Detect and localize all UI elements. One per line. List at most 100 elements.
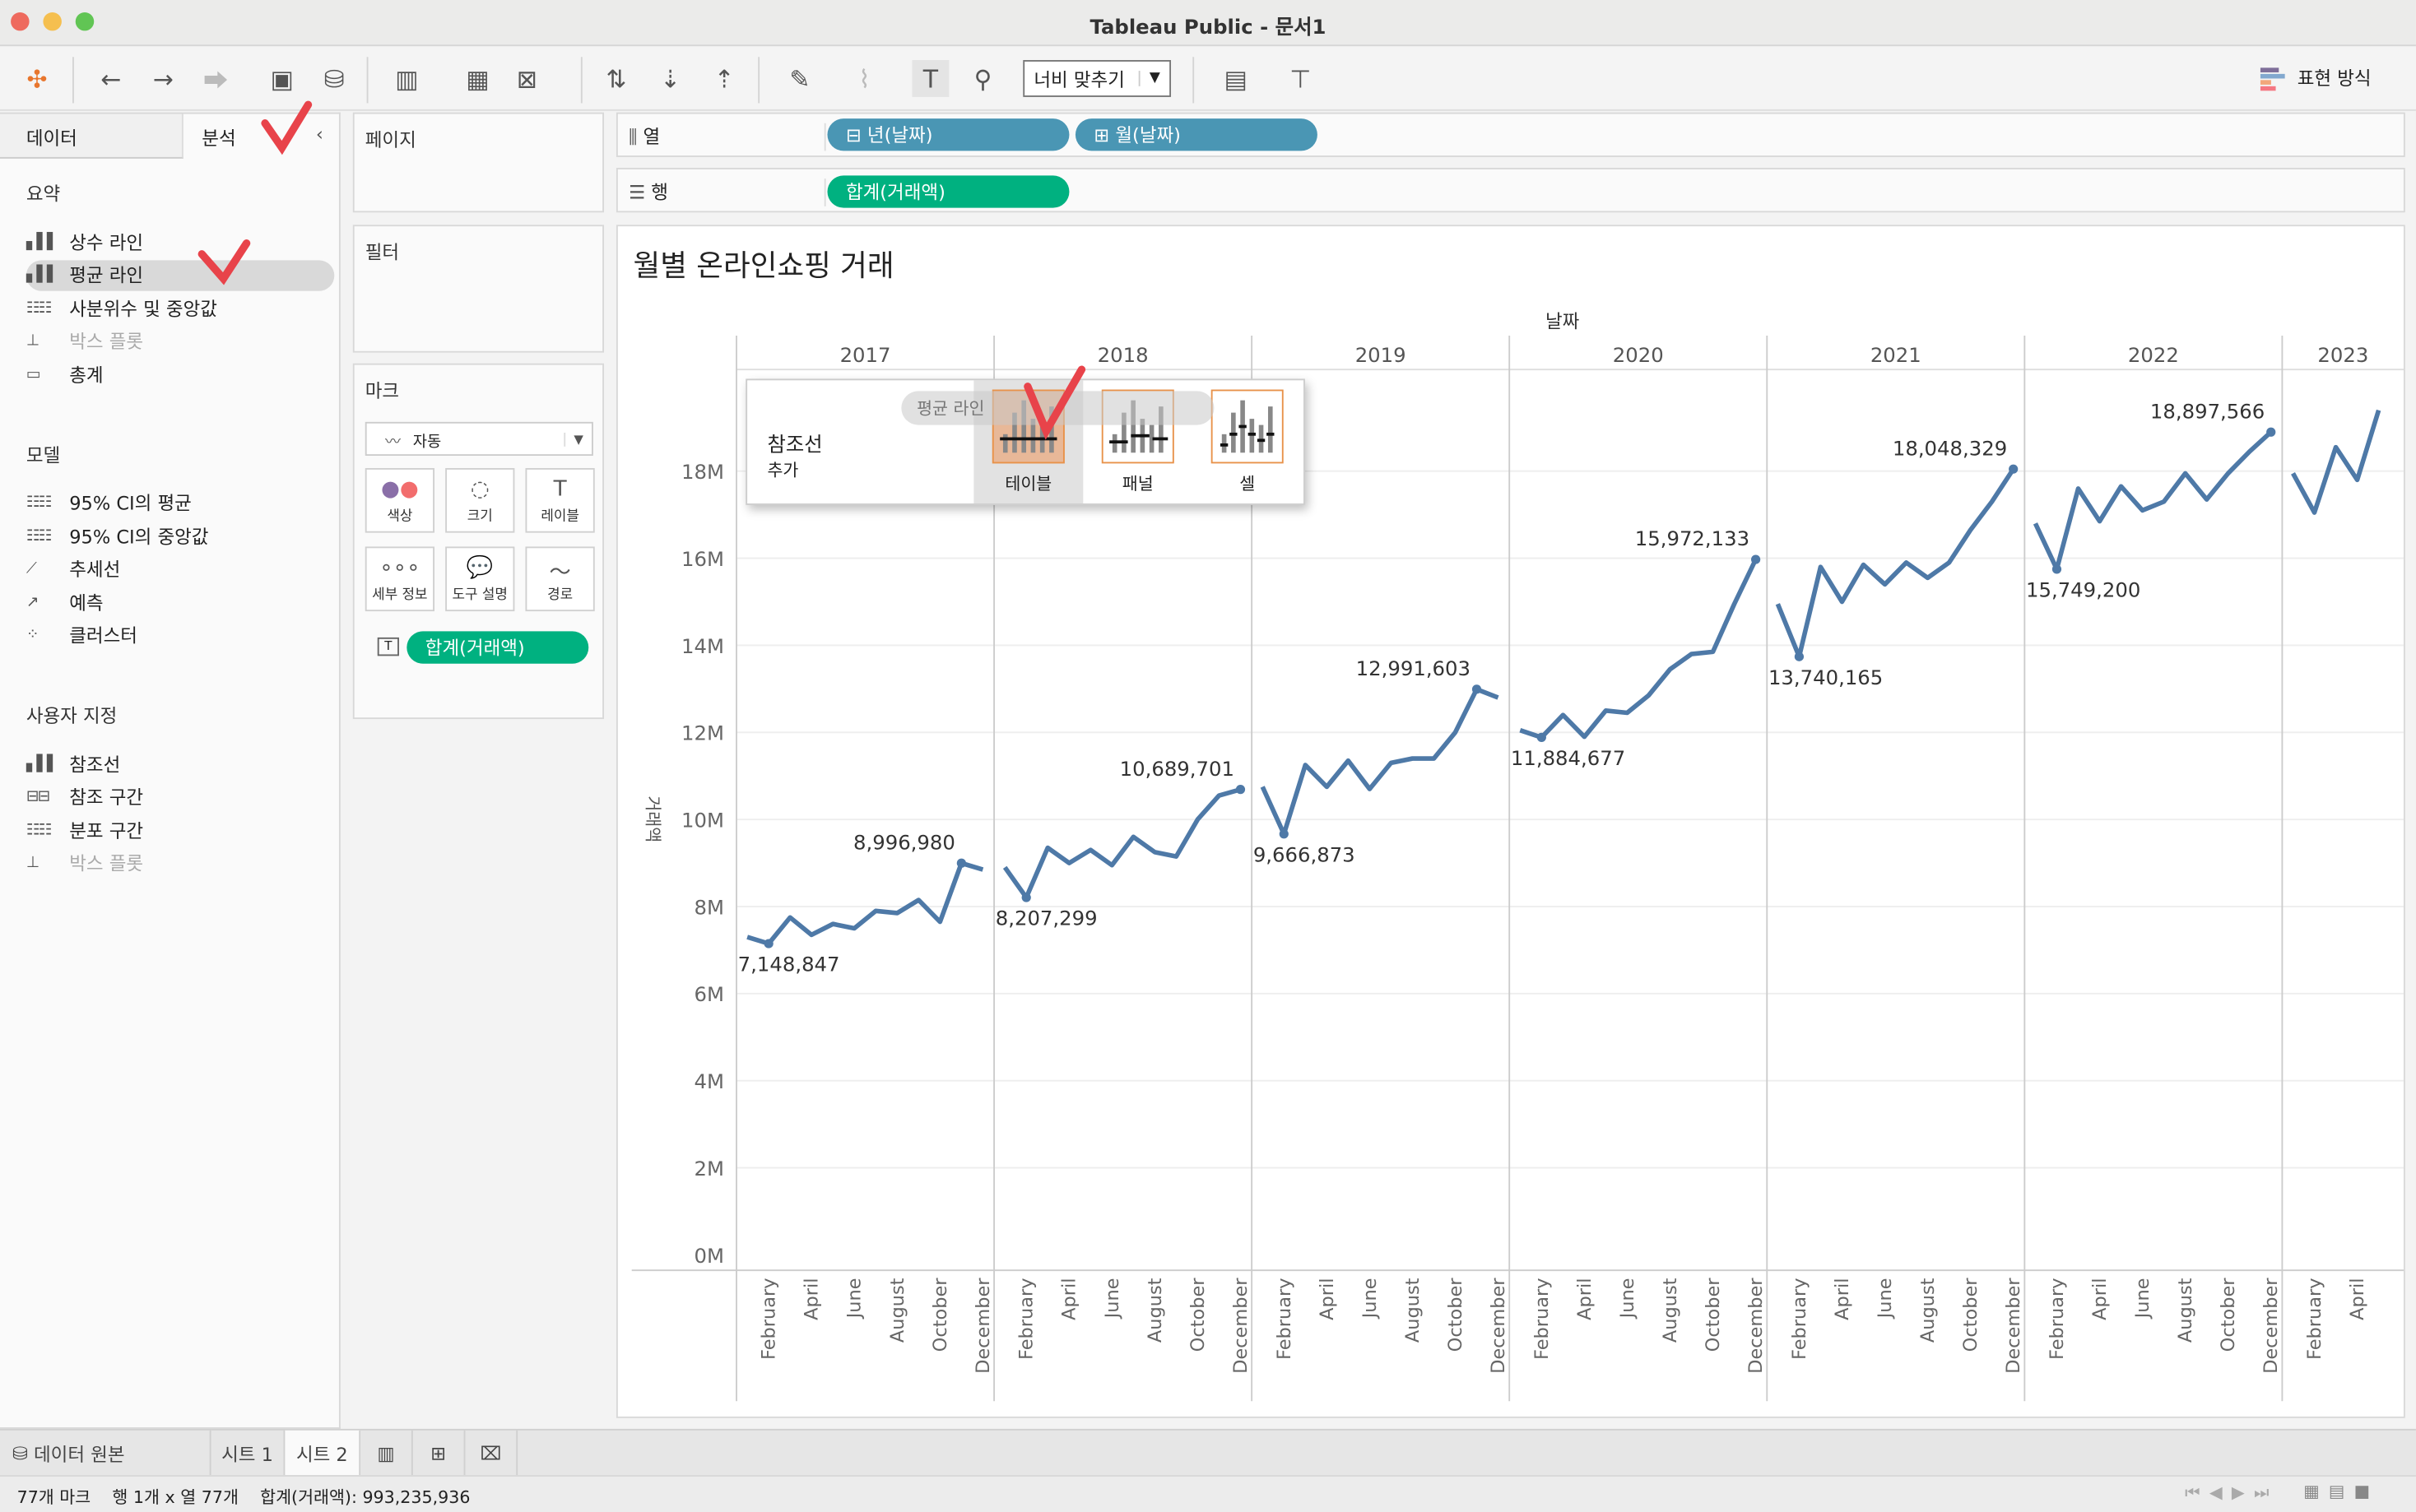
analytics-item[interactable]: ▖▌▌ 상수 라인 <box>26 226 319 257</box>
presentation-mode-icon[interactable]: ⊤ <box>1289 63 1312 94</box>
filters-card[interactable]: 필터 <box>352 225 604 353</box>
close-window-button[interactable] <box>11 12 30 31</box>
pages-card[interactable]: 페이지 <box>352 112 604 213</box>
analytics-item[interactable]: ☷☷ 사분위수 및 중앙값 <box>26 293 319 323</box>
tab-analytics[interactable]: 분석 <box>184 114 339 159</box>
labeled-point[interactable] <box>1235 785 1246 795</box>
mark-tooltip-button[interactable]: 💬 도구 설명 <box>445 546 515 612</box>
reference-band-icon: ⊟⊟ <box>26 788 51 805</box>
highlight-icon[interactable]: ✎ <box>789 63 811 94</box>
mark-type-value: 자동 <box>412 433 442 451</box>
analytics-item[interactable]: ☷☷ 95% CI의 중앙값 <box>26 521 319 551</box>
undo-icon[interactable]: ← <box>100 63 122 94</box>
x-tick-label: December <box>973 1278 994 1374</box>
show-me-button[interactable]: 표현 방식 <box>2260 65 2372 91</box>
new-worksheet-icon[interactable]: ▥ <box>360 1430 413 1477</box>
series-line-2021[interactable] <box>1775 467 2016 660</box>
pill-year-date[interactable]: ⊟ 년(날짜) <box>827 118 1070 151</box>
analytics-item[interactable]: ▖▌▌ 평균 라인 <box>26 259 335 290</box>
sheet-tab-2[interactable]: 시트 2 <box>285 1430 361 1477</box>
pin-icon[interactable]: ⚲ <box>973 63 992 94</box>
analytics-item-label: 총계 <box>69 364 104 386</box>
sheet-navigation-icons[interactable]: ⏮◀▶⏭ <box>2185 1482 2279 1503</box>
series-line-2017[interactable] <box>746 860 984 946</box>
rows-shelf[interactable]: ☰ 행 합계(거래액) <box>616 168 2405 213</box>
analytics-item[interactable]: ▭ 총계 <box>26 359 319 389</box>
labeled-point[interactable] <box>1471 684 1482 694</box>
analytics-item[interactable]: ⁘ 클러스터 <box>26 619 319 650</box>
analytics-item[interactable]: ☷☷ 분포 구간 <box>26 814 319 845</box>
labeled-point[interactable] <box>1021 893 1031 902</box>
mark-type-select[interactable]: 〰 자동 ▼ <box>365 421 593 457</box>
group-paperclip-icon[interactable]: ⌇ <box>858 63 871 94</box>
fit-select[interactable]: 너비 맞추기 ▼ <box>1023 59 1172 97</box>
redo-icon[interactable]: → <box>152 63 174 94</box>
cluster-icon: ⁘ <box>26 626 39 644</box>
minimize-window-button[interactable] <box>43 12 62 31</box>
mark-color-button[interactable]: ●● 색상 <box>365 467 435 533</box>
analytics-item[interactable]: ⊥ 박스 플롯 <box>26 847 319 878</box>
new-worksheet-icon[interactable]: ▥ <box>395 63 419 94</box>
data-source-tab[interactable]: ⛁ 데이터 원본 <box>0 1430 211 1477</box>
labeled-point[interactable] <box>2009 464 2019 474</box>
sheet-tab-1[interactable]: 시트 1 <box>211 1430 286 1477</box>
view-mode-icons[interactable]: ▦▤■ <box>2303 1481 2380 1501</box>
sort-descending-icon[interactable]: ⇡ <box>713 63 735 94</box>
mark-label-button[interactable]: T 레이블 <box>525 467 595 533</box>
series-line-2023[interactable] <box>2291 409 2381 515</box>
new-story-icon[interactable]: ⌧ <box>465 1430 518 1477</box>
reference-line-icon: ▖▌▌ <box>26 233 58 251</box>
data-label: 18,897,566 <box>2150 399 2265 423</box>
dragged-item-tooltip: 평균 라인 <box>901 391 1215 425</box>
series-line-2020[interactable] <box>1519 558 1759 740</box>
tableau-logo-icon[interactable]: ✣ <box>26 63 48 94</box>
series-line-2019[interactable] <box>1260 687 1499 837</box>
new-dashboard-icon[interactable]: ⊞ <box>413 1430 466 1477</box>
labeled-point[interactable] <box>1750 554 1761 564</box>
analytics-item[interactable]: ⊥ 박스 플롯 <box>26 326 319 356</box>
show-labels-icon[interactable]: T <box>912 59 950 97</box>
collapse-pane-icon[interactable]: ‹ <box>315 123 323 145</box>
y-tick-label: 0M <box>695 1244 724 1268</box>
clear-sheet-icon[interactable]: ⊠ <box>516 63 537 94</box>
data-label: 9,666,873 <box>1253 842 1355 866</box>
y-tick-label: 18M <box>681 460 724 484</box>
swap-rows-columns-icon[interactable]: ⇅ <box>606 63 627 94</box>
pill-sum-amount[interactable]: 합계(거래액) <box>827 175 1070 208</box>
popup-option-cell[interactable]: 셀 <box>1192 380 1302 503</box>
tab-data[interactable]: 데이터 <box>0 114 184 159</box>
analytics-item-label: 클러스터 <box>69 624 137 647</box>
sort-ascending-icon[interactable]: ⇣ <box>659 63 681 94</box>
marks-pill-sum-amount[interactable]: 합계(거래액) <box>407 631 589 664</box>
duplicate-sheet-icon[interactable]: ▦ <box>466 63 490 94</box>
labeled-point[interactable] <box>956 858 966 868</box>
y-tick-label: 14M <box>681 634 724 658</box>
series-line-2022[interactable] <box>2033 430 2273 572</box>
columns-icon: ⫼ <box>628 126 638 148</box>
mark-path-button[interactable]: 〜 경로 <box>525 546 595 612</box>
labeled-point[interactable] <box>764 939 774 948</box>
analytics-item[interactable]: ☷☷ 95% CI의 평균 <box>26 487 319 517</box>
pill-month-date[interactable]: ⊞ 월(날짜) <box>1075 118 1317 151</box>
zoom-window-button[interactable] <box>75 12 95 31</box>
new-data-source-icon[interactable]: ⛁ <box>323 63 345 94</box>
replay-icon[interactable]: ⮕ <box>203 66 229 96</box>
popup-option-label: 셀 <box>1239 474 1256 494</box>
save-icon[interactable]: ▣ <box>270 63 294 94</box>
status-items: 77개 마크 행 1개 x 열 77개 합계(거래액): 993,235,936 <box>17 1484 471 1509</box>
analytics-item[interactable]: ⟋ 추세선 <box>26 554 319 584</box>
labeled-point[interactable] <box>2051 564 2062 574</box>
series-line-2018[interactable] <box>1002 786 1242 900</box>
analytics-item[interactable]: ↗ 예측 <box>26 587 319 617</box>
analytics-item[interactable]: ⊟⊟ 참조 구간 <box>26 782 319 812</box>
analytics-item[interactable]: ▖▌▌ 참조선 <box>26 749 319 779</box>
labeled-point[interactable] <box>1536 732 1546 743</box>
labeled-point[interactable] <box>1794 652 1805 661</box>
mark-size-button[interactable]: ◌ 크기 <box>445 467 515 533</box>
show-cards-icon[interactable]: ▤ <box>1224 63 1247 94</box>
labeled-point[interactable] <box>2266 427 2276 437</box>
labeled-point[interactable] <box>1279 829 1289 839</box>
mark-detail-button[interactable]: ∘∘∘ 세부 정보 <box>365 546 435 612</box>
columns-shelf[interactable]: ⫼ 열 ⊟ 년(날짜) ⊞ 월(날짜) <box>616 112 2405 157</box>
data-label: 7,148,847 <box>738 953 840 976</box>
